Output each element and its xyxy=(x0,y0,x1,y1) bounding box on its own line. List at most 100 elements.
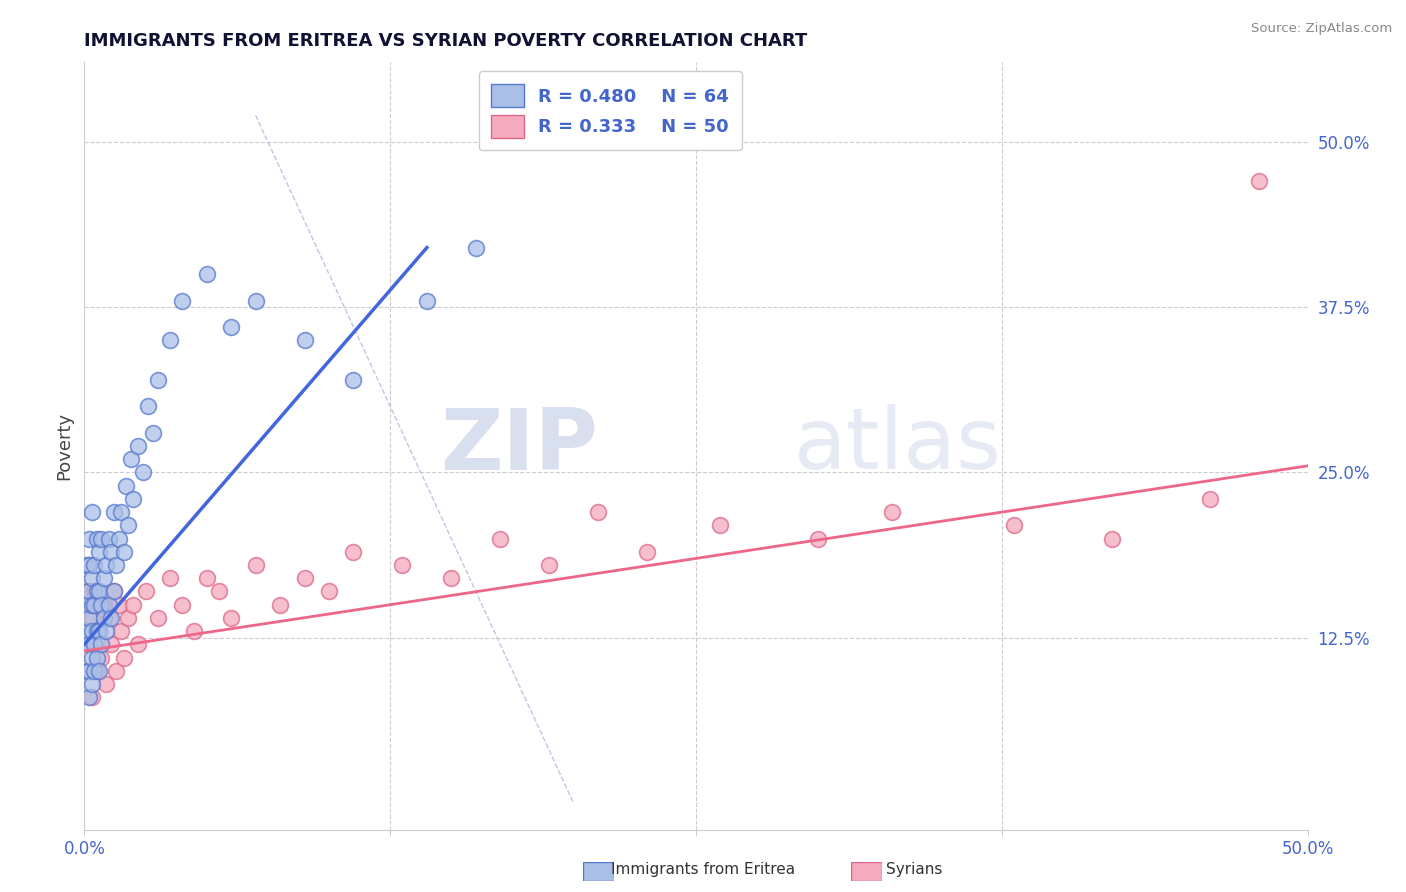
Point xyxy=(97,611,120,625)
Point xyxy=(80,650,103,665)
Point xyxy=(636,545,658,559)
Point xyxy=(77,558,100,572)
Point xyxy=(76,624,98,639)
Point xyxy=(183,624,205,639)
Point xyxy=(464,241,486,255)
Point xyxy=(77,664,100,678)
Point xyxy=(294,333,316,347)
Point xyxy=(86,584,108,599)
Point xyxy=(76,637,98,651)
Point xyxy=(93,611,115,625)
Point xyxy=(342,373,364,387)
Point xyxy=(1198,491,1220,506)
Point xyxy=(219,320,242,334)
Point xyxy=(87,664,110,678)
Point xyxy=(83,584,105,599)
Point xyxy=(195,571,218,585)
Point xyxy=(100,545,122,559)
Point xyxy=(76,584,98,599)
Text: Source: ZipAtlas.com: Source: ZipAtlas.com xyxy=(1251,22,1392,36)
Point xyxy=(146,373,169,387)
Point xyxy=(115,478,138,492)
Point xyxy=(103,584,125,599)
Point xyxy=(80,571,103,585)
Point xyxy=(110,624,132,639)
Point xyxy=(440,571,463,585)
Point xyxy=(132,466,155,480)
Point xyxy=(807,532,830,546)
Point xyxy=(80,690,103,705)
Point xyxy=(90,598,112,612)
Point xyxy=(172,598,194,612)
Point xyxy=(83,558,105,572)
Point xyxy=(97,532,120,546)
Text: ZIP: ZIP xyxy=(440,404,598,488)
Point xyxy=(159,571,181,585)
Point xyxy=(538,558,561,572)
Point xyxy=(90,532,112,546)
Point xyxy=(107,598,129,612)
Point xyxy=(245,293,267,308)
Point xyxy=(76,598,98,612)
Point xyxy=(86,664,108,678)
Point xyxy=(1247,174,1270,188)
Point xyxy=(86,598,108,612)
Point xyxy=(77,532,100,546)
Point xyxy=(709,518,731,533)
Point xyxy=(87,545,110,559)
Point xyxy=(76,558,98,572)
Text: Syrians: Syrians xyxy=(886,863,942,877)
Point xyxy=(86,624,108,639)
Point xyxy=(136,400,159,414)
Point xyxy=(146,611,169,625)
Point xyxy=(142,425,165,440)
Point xyxy=(96,624,118,639)
Point xyxy=(269,598,291,612)
Y-axis label: Poverty: Poverty xyxy=(55,412,73,480)
Point xyxy=(127,439,149,453)
Point xyxy=(245,558,267,572)
Point xyxy=(86,650,108,665)
Point xyxy=(1101,532,1123,546)
Point xyxy=(100,611,122,625)
Point xyxy=(117,611,139,625)
Text: Immigrants from Eritrea: Immigrants from Eritrea xyxy=(612,863,794,877)
Point xyxy=(195,267,218,281)
Point xyxy=(87,624,110,639)
Point xyxy=(87,584,110,599)
Point xyxy=(77,637,100,651)
Point xyxy=(342,545,364,559)
Point xyxy=(86,532,108,546)
Point xyxy=(1002,518,1025,533)
Point xyxy=(77,664,100,678)
Point xyxy=(112,650,135,665)
Point xyxy=(96,677,118,691)
Point xyxy=(83,637,105,651)
Point xyxy=(110,505,132,519)
Point xyxy=(103,584,125,599)
Text: atlas: atlas xyxy=(794,404,1002,488)
Point xyxy=(90,637,112,651)
Point xyxy=(318,584,340,599)
Point xyxy=(127,637,149,651)
Point xyxy=(96,558,118,572)
Point xyxy=(80,611,103,625)
Point xyxy=(112,545,135,559)
Point xyxy=(489,532,512,546)
Point xyxy=(294,571,316,585)
Point xyxy=(122,491,145,506)
Point xyxy=(100,637,122,651)
Point xyxy=(103,505,125,519)
Point xyxy=(83,637,105,651)
Point xyxy=(159,333,181,347)
Point xyxy=(219,611,242,625)
Point xyxy=(97,598,120,612)
Point xyxy=(77,584,100,599)
Point xyxy=(105,558,128,572)
Point xyxy=(83,664,105,678)
Legend: R = 0.480    N = 64, R = 0.333    N = 50: R = 0.480 N = 64, R = 0.333 N = 50 xyxy=(478,71,742,151)
Point xyxy=(93,598,115,612)
Point xyxy=(80,598,103,612)
Point xyxy=(586,505,609,519)
Point xyxy=(87,624,110,639)
